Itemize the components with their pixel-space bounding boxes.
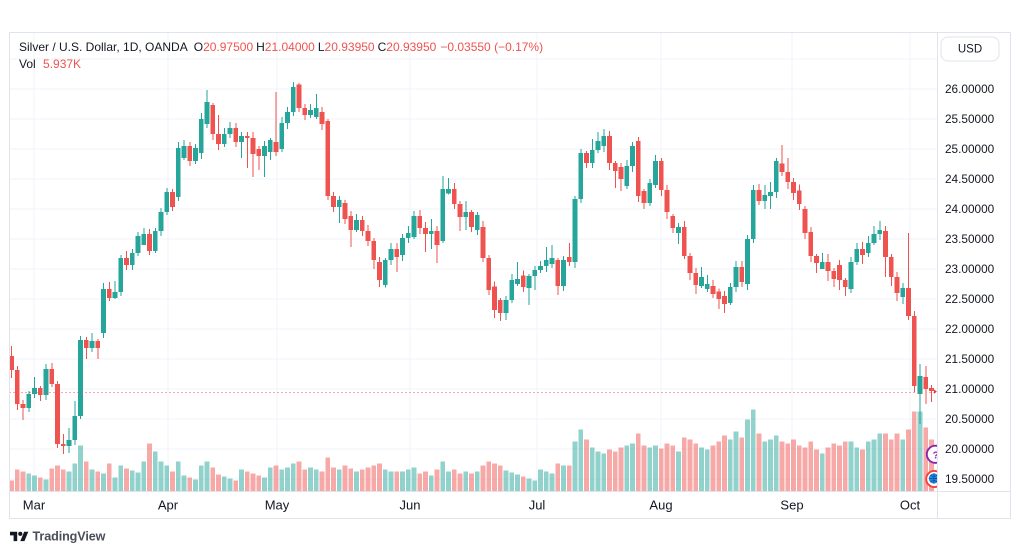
svg-text:24.00000: 24.00000 (945, 202, 995, 216)
svg-text:21.50000: 21.50000 (945, 352, 995, 366)
svg-text:Apr: Apr (158, 498, 179, 513)
svg-text:23.50000: 23.50000 (945, 232, 995, 246)
svg-text:USD: USD (958, 44, 982, 56)
svg-text:26.00000: 26.00000 (945, 82, 995, 96)
svg-text:21.00000: 21.00000 (945, 382, 995, 396)
svg-text:19.50000: 19.50000 (945, 472, 995, 486)
svg-text:Vol 5.937K: Vol 5.937K (19, 57, 81, 71)
svg-text:Silver / U.S. Dollar, 1D, OAND: Silver / U.S. Dollar, 1D, OANDA O20.97500… (19, 40, 543, 54)
svg-text:?: ? (933, 450, 939, 462)
svg-text:25.50000: 25.50000 (945, 112, 995, 126)
svg-text:24.50000: 24.50000 (945, 172, 995, 186)
svg-text:Jun: Jun (400, 498, 421, 513)
svg-text:TradingView: TradingView (33, 530, 106, 544)
svg-text:May: May (265, 498, 290, 513)
svg-text:Aug: Aug (649, 498, 672, 513)
svg-text:25.00000: 25.00000 (945, 142, 995, 156)
svg-text:22.00000: 22.00000 (945, 322, 995, 336)
svg-text:Sep: Sep (780, 498, 803, 513)
svg-text:Jul: Jul (529, 498, 546, 513)
svg-text:20.00000: 20.00000 (945, 442, 995, 456)
svg-text:22.50000: 22.50000 (945, 292, 995, 306)
svg-text:20.50000: 20.50000 (945, 412, 995, 426)
svg-text:Oct: Oct (900, 498, 921, 513)
svg-text:23.00000: 23.00000 (945, 262, 995, 276)
svg-text:Mar: Mar (23, 498, 46, 513)
